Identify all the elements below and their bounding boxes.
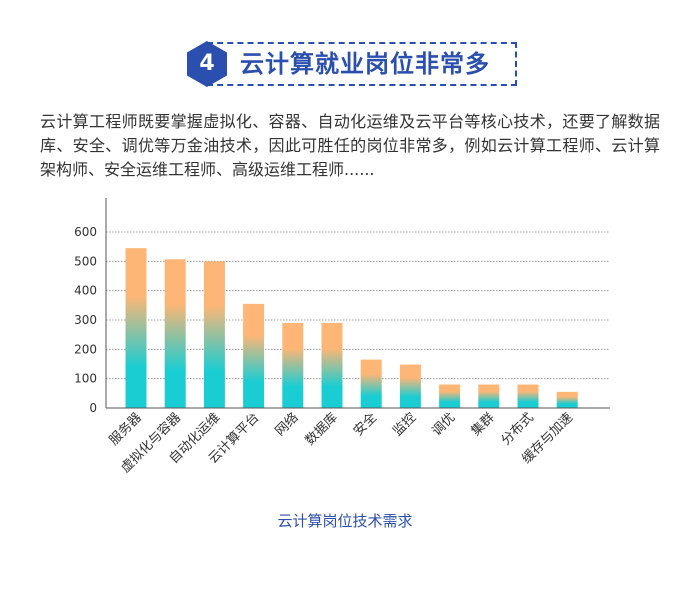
bar bbox=[399, 364, 421, 408]
y-tick-label: 100 bbox=[74, 372, 97, 386]
bar bbox=[282, 322, 304, 408]
section-number: 4 bbox=[199, 51, 215, 76]
bar bbox=[203, 261, 225, 408]
x-tick-label: 安全 bbox=[350, 410, 380, 440]
bar bbox=[556, 391, 578, 408]
bar bbox=[360, 359, 382, 408]
grid-lines bbox=[106, 231, 610, 380]
y-tick-label: 0 bbox=[89, 401, 97, 415]
section-header-box bbox=[207, 42, 517, 86]
y-tick-label: 300 bbox=[74, 313, 97, 327]
bar bbox=[478, 384, 500, 408]
x-tick-label: 网络 bbox=[272, 410, 302, 440]
x-tick-label: 服务器 bbox=[106, 410, 145, 449]
intro-paragraph: 云计算工程师既要掌握虚拟化、容器、自动化运维及云平台等核心技术，还要了解数据库、… bbox=[40, 112, 660, 179]
bar bbox=[125, 248, 147, 408]
y-tick-labels: 0 100 200 300 400 500 600 bbox=[74, 225, 97, 415]
bars bbox=[125, 248, 578, 408]
section-header: 4 云计算就业岗位非常多 bbox=[185, 40, 517, 88]
bar-chart: 0 100 200 300 400 500 600 服务器虚拟化与容器自动化运维云计算平台网… bbox=[74, 198, 610, 476]
hexagon-icon bbox=[187, 41, 227, 87]
axes bbox=[105, 198, 610, 409]
y-tick-label: 500 bbox=[74, 254, 97, 268]
x-tick-label: 监控 bbox=[390, 410, 419, 439]
bar bbox=[243, 303, 265, 408]
y-tick-label: 600 bbox=[74, 225, 97, 239]
chart-caption: 云计算岗位技术需求 bbox=[277, 512, 413, 530]
y-tick-label: 400 bbox=[74, 284, 97, 298]
x-tick-label: 集群 bbox=[468, 410, 498, 440]
bar bbox=[164, 259, 186, 408]
x-tick-label: 分布式 bbox=[499, 410, 537, 448]
bar bbox=[439, 384, 461, 408]
section-title: 云计算就业岗位非常多 bbox=[240, 50, 490, 78]
y-tick-label: 200 bbox=[74, 342, 97, 356]
bar bbox=[517, 384, 539, 408]
x-tick-label: 调优 bbox=[429, 410, 458, 439]
bar bbox=[321, 322, 343, 408]
x-tick-label: 数据库 bbox=[302, 410, 341, 449]
